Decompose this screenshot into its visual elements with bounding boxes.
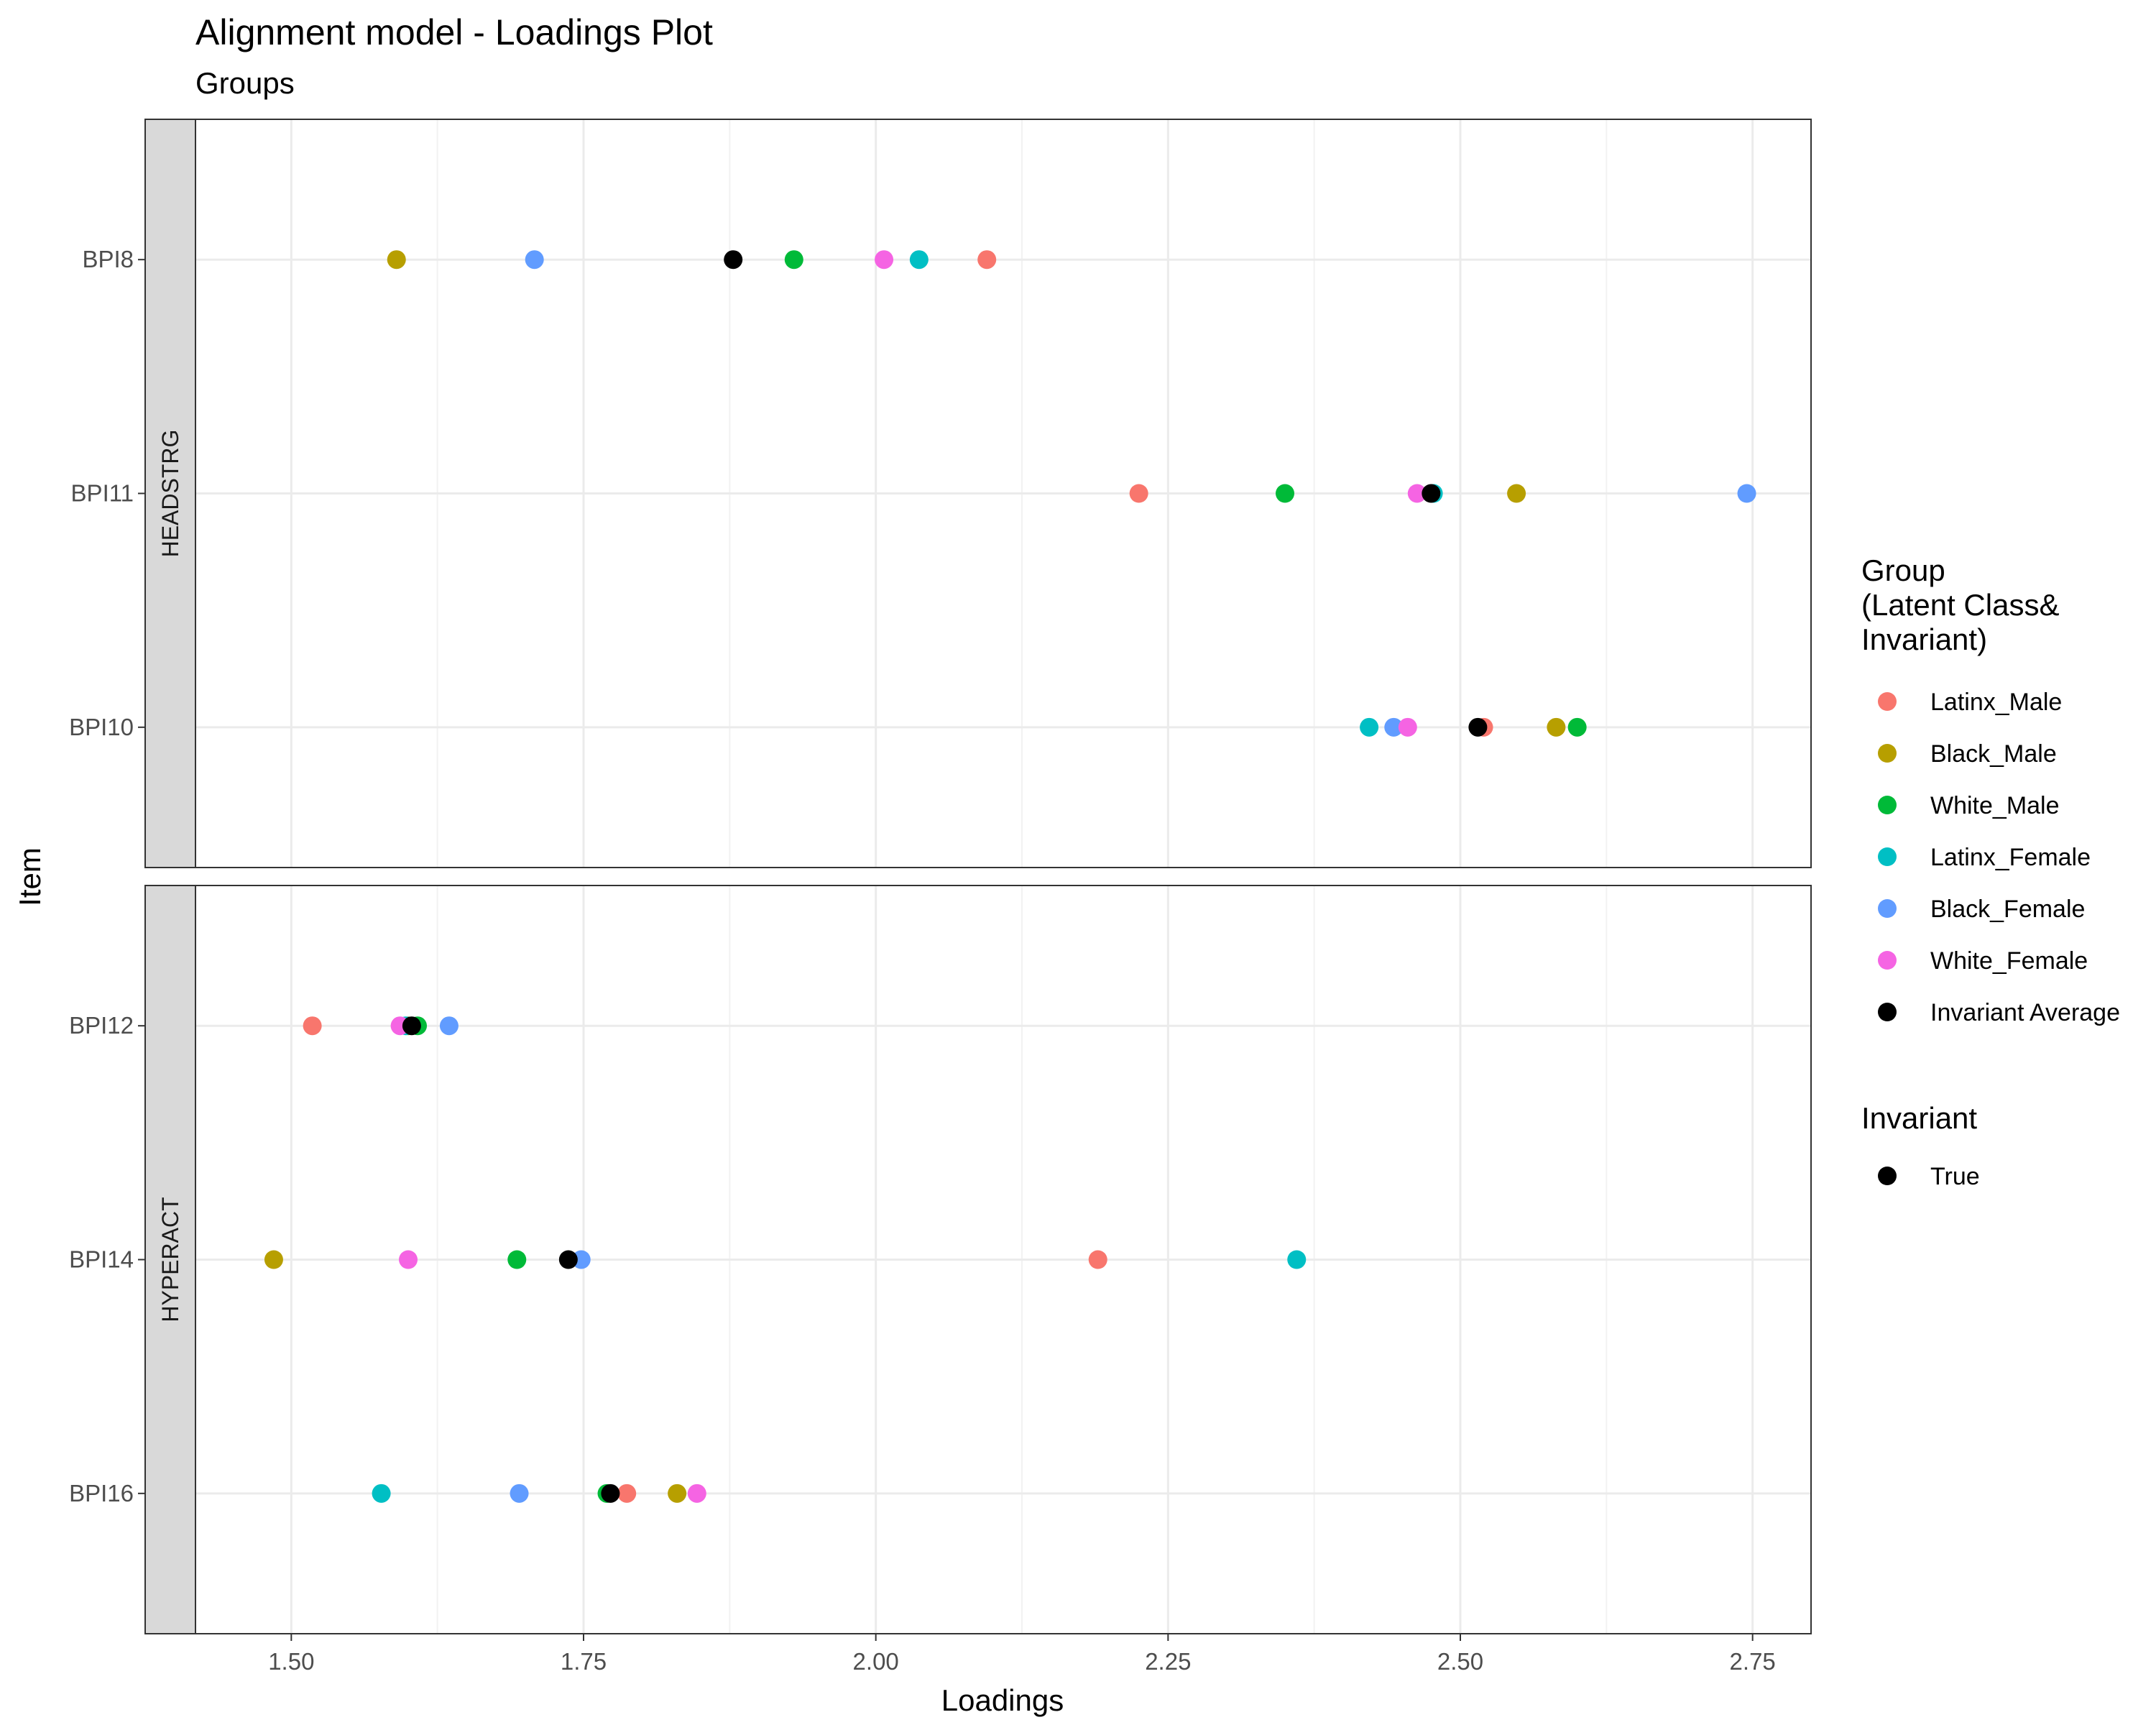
point-bpi14-black_female bbox=[571, 1250, 591, 1269]
x-axis-title: Loadings bbox=[941, 1683, 1064, 1717]
y-tick-label-bpi11: BPI11 bbox=[71, 480, 134, 507]
chart-title: Alignment model - Loadings Plot bbox=[195, 12, 713, 52]
legend-label: Black_Female bbox=[1930, 896, 2085, 923]
legend-label: Black_Male bbox=[1930, 740, 2057, 768]
x-tick-label: 2.50 bbox=[1437, 1648, 1483, 1675]
legend-key-white_female bbox=[1878, 951, 1897, 970]
legend-label: White_Male bbox=[1930, 792, 2060, 819]
point-bpi12-black_female bbox=[439, 1016, 459, 1036]
x-tick-label: 2.00 bbox=[853, 1648, 899, 1675]
point-bpi16-invariant-average bbox=[601, 1484, 620, 1503]
x-tick-label: 2.25 bbox=[1145, 1648, 1191, 1675]
legend: Group (Latent Class& Invariant) Latinx_Male… bbox=[1861, 553, 2120, 1190]
y-tick-label-bpi14: BPI14 bbox=[69, 1246, 134, 1273]
point-bpi10-latinx_female bbox=[1360, 717, 1379, 737]
point-bpi16-white_female bbox=[687, 1484, 706, 1503]
point-bpi8-black_male bbox=[387, 250, 406, 270]
y-tick-label-bpi8: BPI8 bbox=[82, 246, 134, 272]
point-bpi8-latinx_female bbox=[909, 250, 929, 270]
legend-label: White_Female bbox=[1930, 947, 2088, 975]
legend-label: Invariant Average bbox=[1930, 999, 2120, 1026]
y-tick-label-bpi16: BPI16 bbox=[69, 1480, 134, 1506]
panel-border bbox=[144, 119, 1812, 868]
point-bpi8-white_female bbox=[875, 250, 894, 270]
point-bpi16-latinx_male bbox=[617, 1484, 637, 1503]
point-bpi10-white_male bbox=[1567, 717, 1587, 737]
point-bpi10-white_female bbox=[1398, 717, 1417, 737]
facet-strip-label: HYPERACT bbox=[157, 1197, 183, 1322]
legend-key-latinx_female bbox=[1878, 847, 1897, 866]
point-bpi11-invariant-average bbox=[1422, 484, 1441, 503]
legend-key-invariant-average bbox=[1878, 1003, 1897, 1021]
point-bpi14-white_male bbox=[507, 1250, 527, 1269]
y-axis-title: Item bbox=[13, 847, 47, 906]
point-bpi10-black_female bbox=[1384, 717, 1404, 737]
point-bpi14-black_male bbox=[264, 1250, 283, 1269]
y-tick-label-bpi12: BPI12 bbox=[69, 1012, 134, 1039]
y-tick-label-bpi10: BPI10 bbox=[69, 714, 134, 740]
point-bpi11-black_female bbox=[1737, 484, 1756, 503]
legend-label: Latinx_Female bbox=[1930, 844, 2091, 871]
point-bpi16-black_male bbox=[668, 1484, 687, 1503]
point-bpi11-latinx_male bbox=[1129, 484, 1148, 503]
legend-key-white_male bbox=[1878, 796, 1897, 814]
facet-panel-hyperact: BPI12 BPI14 BPI16 HYPERACT bbox=[69, 885, 1812, 1634]
point-bpi11-white_male bbox=[1276, 484, 1294, 503]
point-bpi8-white_male bbox=[784, 250, 803, 270]
plot-area: BPI8 BPI11 BPI10 HEADSTRG BPI12 BPI14 BPI16 HYP… bbox=[69, 119, 1812, 1675]
point-bpi14-white_female bbox=[399, 1250, 418, 1269]
facet-strip-label: HEADSTRG bbox=[157, 430, 183, 558]
legend2-key-true bbox=[1878, 1167, 1897, 1185]
x-tick-label: 2.75 bbox=[1730, 1648, 1776, 1675]
legend-key-latinx_male bbox=[1878, 692, 1897, 711]
point-bpi8-latinx_male bbox=[977, 250, 997, 270]
point-bpi10-invariant-average bbox=[1468, 717, 1488, 737]
point-bpi10-black_male bbox=[1547, 717, 1566, 737]
facet-panel-headstrg: BPI8 BPI11 BPI10 HEADSTRG bbox=[69, 119, 1812, 868]
legend-key-black_male bbox=[1878, 744, 1897, 763]
point-bpi8-black_female bbox=[525, 250, 544, 270]
x-tick-label: 1.75 bbox=[561, 1648, 607, 1675]
point-bpi14-latinx_female bbox=[1287, 1250, 1307, 1269]
x-tick-label: 1.50 bbox=[268, 1648, 314, 1675]
point-bpi12-invariant-average bbox=[402, 1016, 421, 1036]
point-bpi14-invariant-average bbox=[558, 1250, 578, 1269]
legend-title: Group (Latent Class& Invariant) bbox=[1861, 553, 2059, 656]
point-bpi16-latinx_female bbox=[372, 1484, 391, 1503]
legend2-title: Invariant bbox=[1861, 1101, 1977, 1135]
legend-key-black_female bbox=[1878, 899, 1897, 918]
point-bpi11-white_female bbox=[1407, 484, 1427, 503]
point-bpi11-black_male bbox=[1507, 484, 1526, 503]
point-bpi8-invariant-average bbox=[724, 250, 743, 270]
legend-label: Latinx_Male bbox=[1930, 689, 2062, 716]
point-bpi12-latinx_male bbox=[303, 1016, 322, 1036]
point-bpi14-latinx_male bbox=[1088, 1250, 1107, 1269]
chart-subtitle: Groups bbox=[195, 66, 295, 100]
panel-border bbox=[144, 885, 1812, 1634]
legend2-label: True bbox=[1930, 1163, 1980, 1190]
point-bpi16-black_female bbox=[510, 1484, 529, 1503]
